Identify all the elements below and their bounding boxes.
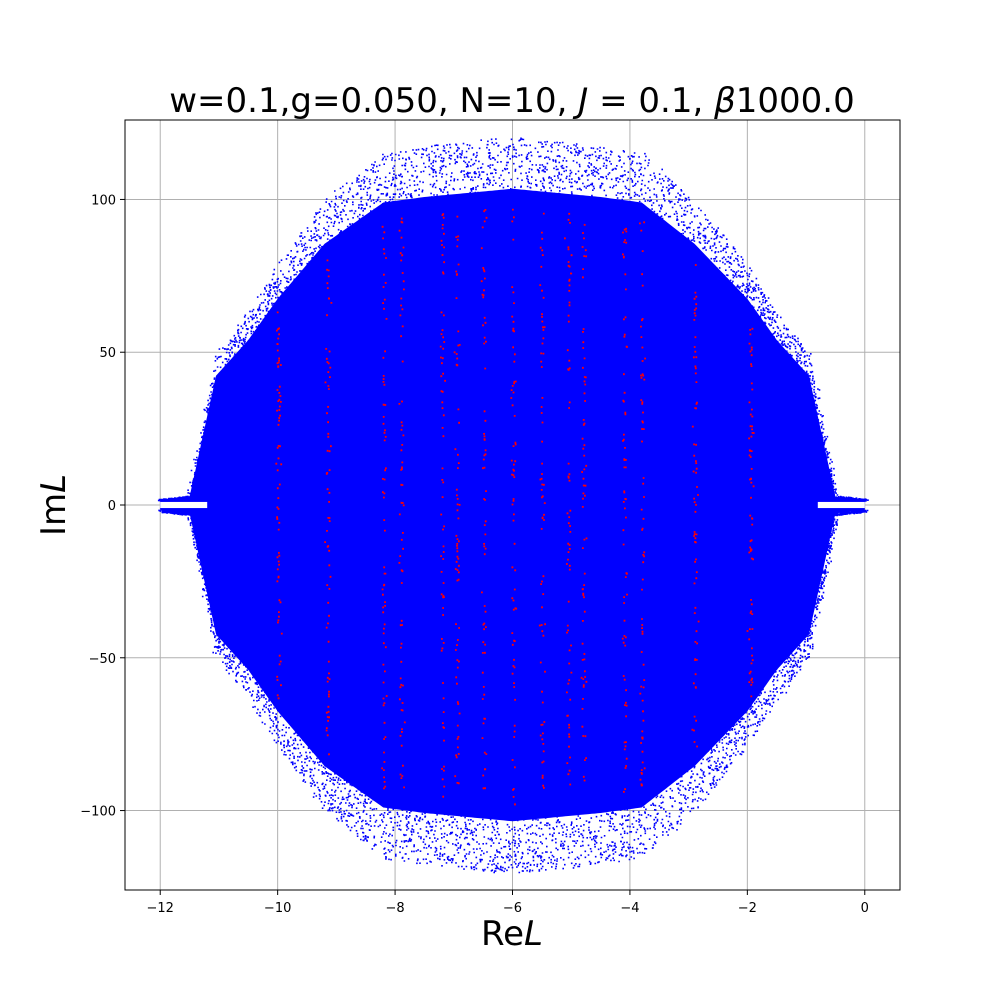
x-tick-label: −8	[385, 901, 404, 916]
y-tick-label: 50	[99, 346, 116, 361]
y-tick-label: 100	[91, 193, 116, 208]
x-tick-label: −10	[264, 901, 291, 916]
x-tick-label: −12	[147, 901, 174, 916]
x-tick-label: −6	[503, 901, 522, 916]
tail-gap	[817, 501, 865, 509]
x-axis-ticks: −12 −10 −8 −6 −4 −2 0	[147, 890, 869, 916]
y-tick-label: −100	[80, 805, 116, 820]
x-tick-label: −2	[738, 901, 757, 916]
y-tick-label: −50	[89, 652, 116, 667]
y-tick-label: 0	[108, 499, 116, 514]
chart-title: w=0.1,g=0.050, N=10, J = 0.1, β1000.0	[169, 81, 855, 121]
y-axis-label: ImL	[34, 474, 74, 536]
x-tick-label: 0	[861, 901, 869, 916]
tail-gap	[160, 501, 208, 509]
plot-area	[124, 119, 901, 891]
y-axis-ticks: −100 −50 0 50 100	[80, 193, 125, 820]
x-tick-label: −4	[620, 901, 639, 916]
x-axis-label: ReL	[481, 914, 543, 954]
